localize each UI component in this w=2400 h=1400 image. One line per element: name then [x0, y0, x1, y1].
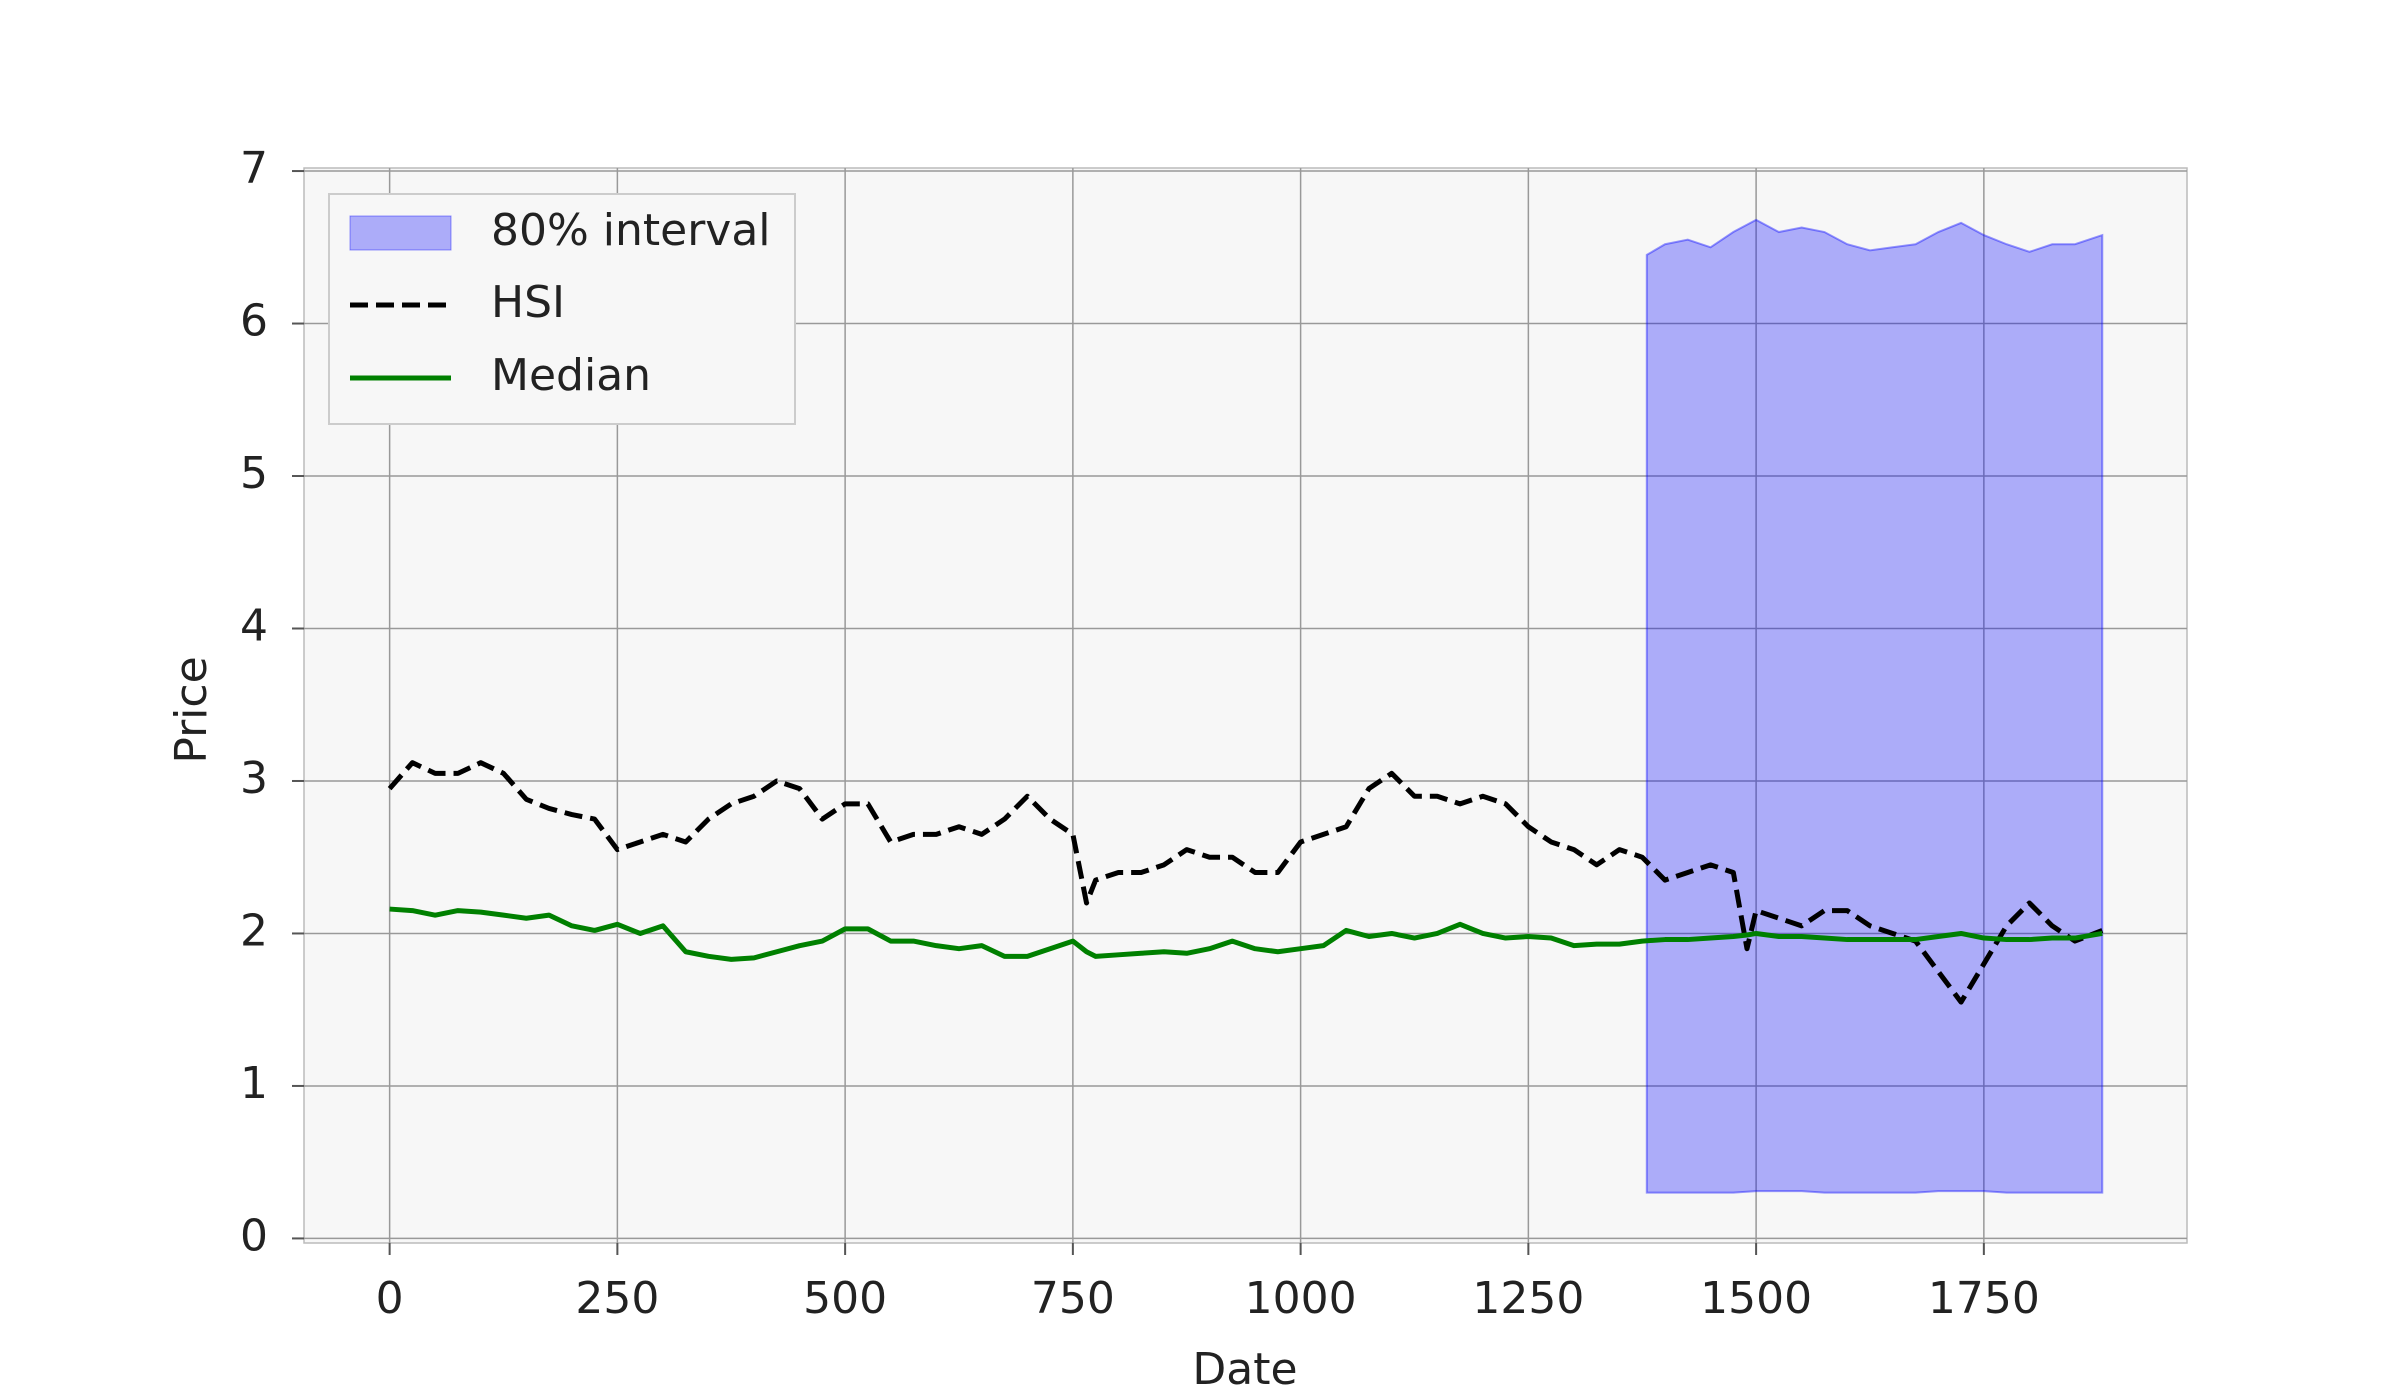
y-tick-label: 0	[240, 1210, 268, 1261]
x-tick-label: 750	[1031, 1273, 1115, 1324]
legend-swatch	[349, 215, 452, 251]
series-line	[389, 906, 2103, 962]
y-tick-label: 4	[240, 600, 268, 651]
legend-label: Median	[491, 350, 651, 401]
x-tick-label: 1000	[1245, 1273, 1357, 1324]
x-tick-label: 500	[803, 1273, 887, 1324]
interval-band	[1645, 218, 2104, 1194]
legend-box	[328, 193, 796, 425]
y-axis-label: Price	[166, 656, 217, 763]
y-tick-label: 2	[240, 905, 268, 956]
x-tick-label: 250	[575, 1273, 659, 1324]
x-tick-label: 1750	[1928, 1273, 2040, 1324]
y-tick-label: 5	[240, 448, 268, 499]
y-tick-label: 6	[240, 296, 268, 347]
legend-label: HSI	[491, 277, 565, 328]
y-tick-label: 3	[240, 753, 268, 804]
y-tick-label: 1	[240, 1058, 268, 1109]
x-tick-label: 0	[376, 1273, 404, 1324]
legend-label: 80% interval	[491, 205, 771, 256]
y-tick-label: 7	[240, 143, 268, 194]
x-axis-label: Date	[1192, 1344, 1297, 1395]
x-tick-label: 1500	[1700, 1273, 1812, 1324]
x-tick-label: 1250	[1472, 1273, 1584, 1324]
series-line	[387, 760, 2104, 1005]
